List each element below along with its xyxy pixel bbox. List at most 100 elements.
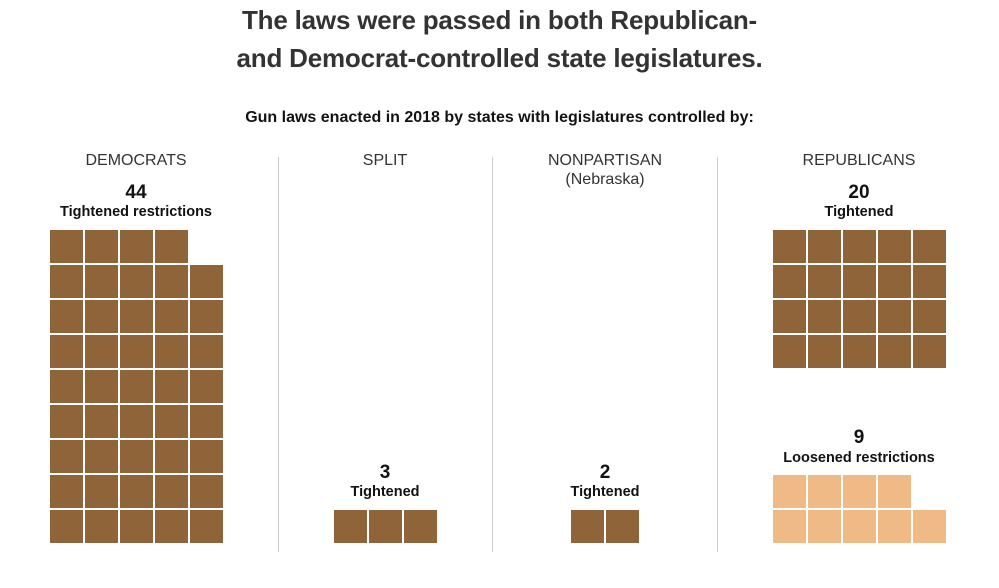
democrats-tightened-square bbox=[154, 335, 188, 368]
republicans-loosened-square bbox=[842, 475, 876, 508]
democrats-tightened-square bbox=[154, 300, 188, 333]
republicans-tightened-square bbox=[877, 335, 911, 368]
republicans-tightened-square bbox=[772, 230, 806, 263]
republicans-tightened-square bbox=[807, 335, 841, 368]
divider-2 bbox=[492, 157, 493, 552]
democrats-tightened-square bbox=[84, 230, 118, 263]
democrats-tightened-square bbox=[84, 440, 118, 473]
democrats-tightened-square bbox=[119, 475, 153, 508]
democrats-tightened-square bbox=[49, 265, 83, 298]
group-label-nonpartisan: NONPARTISAN (Nebraska) bbox=[505, 151, 705, 189]
democrats-tightened-square bbox=[154, 440, 188, 473]
democrats-tightened-square bbox=[49, 300, 83, 333]
democrats-tightened-square bbox=[154, 265, 188, 298]
republicans-tightened-square bbox=[842, 335, 876, 368]
label-nonpartisan-tightened: Tightened bbox=[570, 484, 640, 500]
republicans-tightened-square bbox=[877, 265, 911, 298]
democrats-tightened-square bbox=[154, 370, 188, 403]
republicans-loosened-square bbox=[772, 475, 806, 508]
chart-title: The laws were passed in both Republican-… bbox=[0, 1, 999, 77]
republicans-loosened-square bbox=[877, 510, 911, 543]
republicans-tightened-square bbox=[912, 300, 946, 333]
democrats-tightened-square bbox=[84, 300, 118, 333]
group-note-nonpartisan: (Nebraska) bbox=[565, 171, 645, 188]
republicans-tightened-square bbox=[772, 300, 806, 333]
label-republicans-tightened: Tightened bbox=[824, 204, 894, 220]
democrats-tightened-square bbox=[189, 265, 223, 298]
group-label-split: SPLIT bbox=[362, 152, 408, 169]
republicans-loosened-square bbox=[807, 475, 841, 508]
republicans-loosened-square bbox=[877, 475, 911, 508]
democrats-tightened-square bbox=[49, 230, 83, 263]
democrats-tightened-square bbox=[189, 300, 223, 333]
republicans-tightened-square bbox=[807, 300, 841, 333]
divider-3 bbox=[717, 157, 718, 552]
republicans-tightened-square bbox=[842, 230, 876, 263]
democrats-tightened-square bbox=[84, 335, 118, 368]
chart-title-line2: and Democrat-controlled state legislatur… bbox=[236, 43, 763, 73]
democrats-tightened-square bbox=[119, 265, 153, 298]
republicans-tightened-square bbox=[877, 300, 911, 333]
republicans-tightened-square bbox=[842, 265, 876, 298]
democrats-tightened-square bbox=[49, 475, 83, 508]
democrats-tightened-square bbox=[189, 475, 223, 508]
republicans-loosened-square bbox=[842, 510, 876, 543]
democrats-tightened-square bbox=[119, 370, 153, 403]
democrats-tightened-square bbox=[49, 335, 83, 368]
democrats-tightened-square bbox=[84, 475, 118, 508]
democrats-tightened-square bbox=[154, 405, 188, 438]
count-split-tightened: 3 bbox=[379, 462, 391, 483]
republicans-tightened-square bbox=[877, 230, 911, 263]
count-nonpartisan-tightened: 2 bbox=[599, 462, 611, 483]
label-democrats-tightened: Tightened restrictions bbox=[59, 204, 212, 220]
democrats-tightened-square bbox=[49, 510, 83, 543]
democrats-tightened-square bbox=[49, 370, 83, 403]
democrats-tightened-square bbox=[189, 370, 223, 403]
republicans-tightened-square bbox=[912, 230, 946, 263]
republicans-tightened-square bbox=[842, 300, 876, 333]
democrats-tightened-square bbox=[189, 335, 223, 368]
democrats-tightened-square bbox=[154, 475, 188, 508]
democrats-tightened-square bbox=[154, 510, 188, 543]
count-republicans-loosened: 9 bbox=[853, 427, 865, 448]
democrats-tightened-square bbox=[119, 440, 153, 473]
group-label-republicans: REPUBLICANS bbox=[802, 152, 916, 169]
democrats-tightened-square bbox=[119, 405, 153, 438]
republicans-tightened-square bbox=[807, 230, 841, 263]
democrats-tightened-square bbox=[154, 230, 188, 263]
democrats-tightened-square bbox=[119, 300, 153, 333]
label-split-tightened: Tightened bbox=[350, 484, 420, 500]
democrats-tightened-square bbox=[189, 405, 223, 438]
republicans-tightened-square bbox=[772, 335, 806, 368]
democrats-tightened-square bbox=[84, 265, 118, 298]
divider-1 bbox=[278, 157, 279, 552]
democrats-tightened-square bbox=[119, 335, 153, 368]
democrats-tightened-square bbox=[49, 405, 83, 438]
chart-subtitle: Gun laws enacted in 2018 by states with … bbox=[245, 109, 754, 126]
group-label-democrats: DEMOCRATS bbox=[85, 152, 187, 169]
republicans-tightened-square bbox=[807, 265, 841, 298]
democrats-tightened-square bbox=[84, 370, 118, 403]
split-tightened-square bbox=[333, 510, 367, 543]
nonpartisan-tightened-square bbox=[606, 510, 639, 543]
republicans-tightened-square bbox=[912, 335, 946, 368]
democrats-tightened-square bbox=[84, 510, 118, 543]
democrats-tightened-square bbox=[189, 440, 223, 473]
nonpartisan-tightened-square bbox=[571, 510, 604, 543]
split-tightened-square bbox=[403, 510, 437, 543]
label-republicans-loosened: Loosened restrictions bbox=[783, 450, 935, 466]
democrats-tightened-square bbox=[119, 230, 153, 263]
republicans-tightened-square bbox=[912, 265, 946, 298]
republicans-tightened-square bbox=[772, 265, 806, 298]
democrats-tightened-square bbox=[49, 440, 83, 473]
count-republicans-tightened: 20 bbox=[848, 182, 870, 203]
split-tightened-square bbox=[368, 510, 402, 543]
republicans-loosened-square bbox=[772, 510, 806, 543]
republicans-loosened-square bbox=[807, 510, 841, 543]
democrats-tightened-square bbox=[189, 510, 223, 543]
democrats-tightened-square bbox=[84, 405, 118, 438]
republicans-loosened-square bbox=[912, 510, 946, 543]
chart-title-line1: The laws were passed in both Republican- bbox=[242, 5, 757, 35]
count-democrats-tightened: 44 bbox=[125, 182, 147, 203]
democrats-tightened-square bbox=[119, 510, 153, 543]
